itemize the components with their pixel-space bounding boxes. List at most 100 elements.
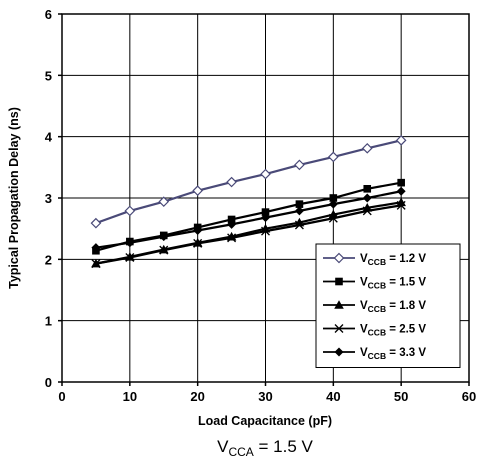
data-point <box>124 205 136 217</box>
data-point <box>227 219 237 229</box>
legend-marker <box>334 347 344 357</box>
data-point <box>363 185 372 193</box>
legend-label-subscript: CCB <box>368 257 386 267</box>
legend-label-main: V <box>360 347 368 359</box>
y-tick-label: 0 <box>45 375 52 390</box>
data-point <box>261 208 270 216</box>
data-point <box>396 186 406 196</box>
legend-item: VCCB = 1.8 V <box>323 300 426 314</box>
legend-label-subscript: CCB <box>368 351 386 361</box>
data-point <box>193 226 203 236</box>
data-point <box>395 134 407 146</box>
series-line <box>95 204 402 265</box>
data-point <box>227 215 236 224</box>
series-4 <box>91 186 406 253</box>
legend-label-rest: = 3.3 V <box>386 347 426 359</box>
legend-label-rest: = 1.8 V <box>386 300 426 312</box>
data-point <box>158 196 170 208</box>
series-line <box>95 139 402 225</box>
x-tick-label: 0 <box>58 389 65 404</box>
data-point <box>159 232 169 242</box>
legend-marker <box>334 324 344 333</box>
caption-main: V <box>217 437 229 456</box>
series-line <box>95 181 402 252</box>
x-tick-label: 60 <box>462 389 476 404</box>
legend-label-rest: = 1.5 V <box>386 277 426 289</box>
data-point <box>396 200 406 210</box>
data-point <box>327 151 339 163</box>
legend-marker <box>335 277 343 286</box>
legend-label: VCCB = 3.3 V <box>360 347 426 361</box>
x-axis-ticks: 0 10 20 30 40 50 60 <box>58 382 476 404</box>
legend-label-main: V <box>360 300 368 312</box>
data-point <box>328 199 338 209</box>
x-axis-label: Load Capacitance (pF) <box>198 414 332 428</box>
y-axis-label: Typical Propagation Delay (ns) <box>7 107 21 289</box>
data-point <box>125 253 135 262</box>
data-point <box>125 238 135 248</box>
legend-label: VCCB = 2.5 V <box>360 324 426 338</box>
x-tick-label: 50 <box>394 389 408 404</box>
data-point <box>91 243 101 253</box>
data-point <box>362 206 372 216</box>
series-0 <box>90 134 407 229</box>
data-point <box>329 194 338 202</box>
data-point <box>261 213 270 223</box>
legend-label: VCCB = 1.8 V <box>360 300 426 314</box>
data-point <box>397 178 405 187</box>
data-point <box>159 245 169 255</box>
y-tick-label: 5 <box>45 68 52 83</box>
data-point <box>362 193 372 203</box>
x-tick-label: 40 <box>326 389 340 404</box>
y-axis-ticks: 0 1 2 3 4 5 6 <box>45 7 62 390</box>
data-point <box>294 159 305 171</box>
data-point <box>227 233 237 243</box>
legend-item: VCCB = 3.3 V <box>323 347 426 361</box>
legend-item: VCCB = 1.5 V <box>323 277 426 291</box>
chart-caption: VCCA = 1.5 V <box>217 437 313 459</box>
data-point <box>226 176 237 188</box>
data-point <box>192 185 204 196</box>
caption-rest: = 1.5 V <box>254 437 314 456</box>
legend-marker <box>333 252 345 264</box>
series-layer <box>90 134 407 269</box>
data-point <box>328 213 338 223</box>
x-tick-label: 30 <box>258 389 272 404</box>
legend-label-subscript: CCB <box>368 304 386 314</box>
legend-label-main: V <box>360 324 368 336</box>
caption-subscript: CCA <box>228 445 253 459</box>
y-tick-label: 3 <box>45 191 52 206</box>
legend-marker <box>334 300 344 309</box>
x-tick-label: 20 <box>190 389 204 404</box>
legend-label-subscript: CCB <box>368 281 386 291</box>
legend-label: VCCB = 1.2 V <box>360 253 426 267</box>
y-tick-label: 1 <box>45 314 52 329</box>
legend-label-main: V <box>360 277 368 289</box>
y-tick-label: 4 <box>45 130 53 145</box>
legend-item: VCCB = 2.5 V <box>323 324 426 338</box>
data-point <box>294 220 304 230</box>
legend-label-subscript: CCB <box>368 328 386 338</box>
y-tick-label: 2 <box>45 252 52 267</box>
legend-label-rest: = 2.5 V <box>386 324 426 336</box>
data-point <box>361 142 373 154</box>
legend-item: VCCB = 1.2 V <box>323 252 426 267</box>
legend-label-rest: = 1.2 V <box>386 253 426 265</box>
data-point <box>260 168 271 180</box>
legend-label-main: V <box>360 253 368 265</box>
data-point <box>193 238 203 248</box>
data-point <box>396 197 406 207</box>
data-point <box>91 259 101 269</box>
series-3 <box>91 200 406 269</box>
data-point <box>90 217 102 229</box>
data-point <box>295 200 304 208</box>
legend-label: VCCB = 1.5 V <box>360 277 426 291</box>
y-tick-label: 6 <box>45 7 52 22</box>
series-1 <box>92 178 405 255</box>
x-tick-label: 10 <box>123 389 137 404</box>
series-line <box>95 190 402 249</box>
data-point <box>294 206 304 216</box>
data-point <box>261 226 270 236</box>
